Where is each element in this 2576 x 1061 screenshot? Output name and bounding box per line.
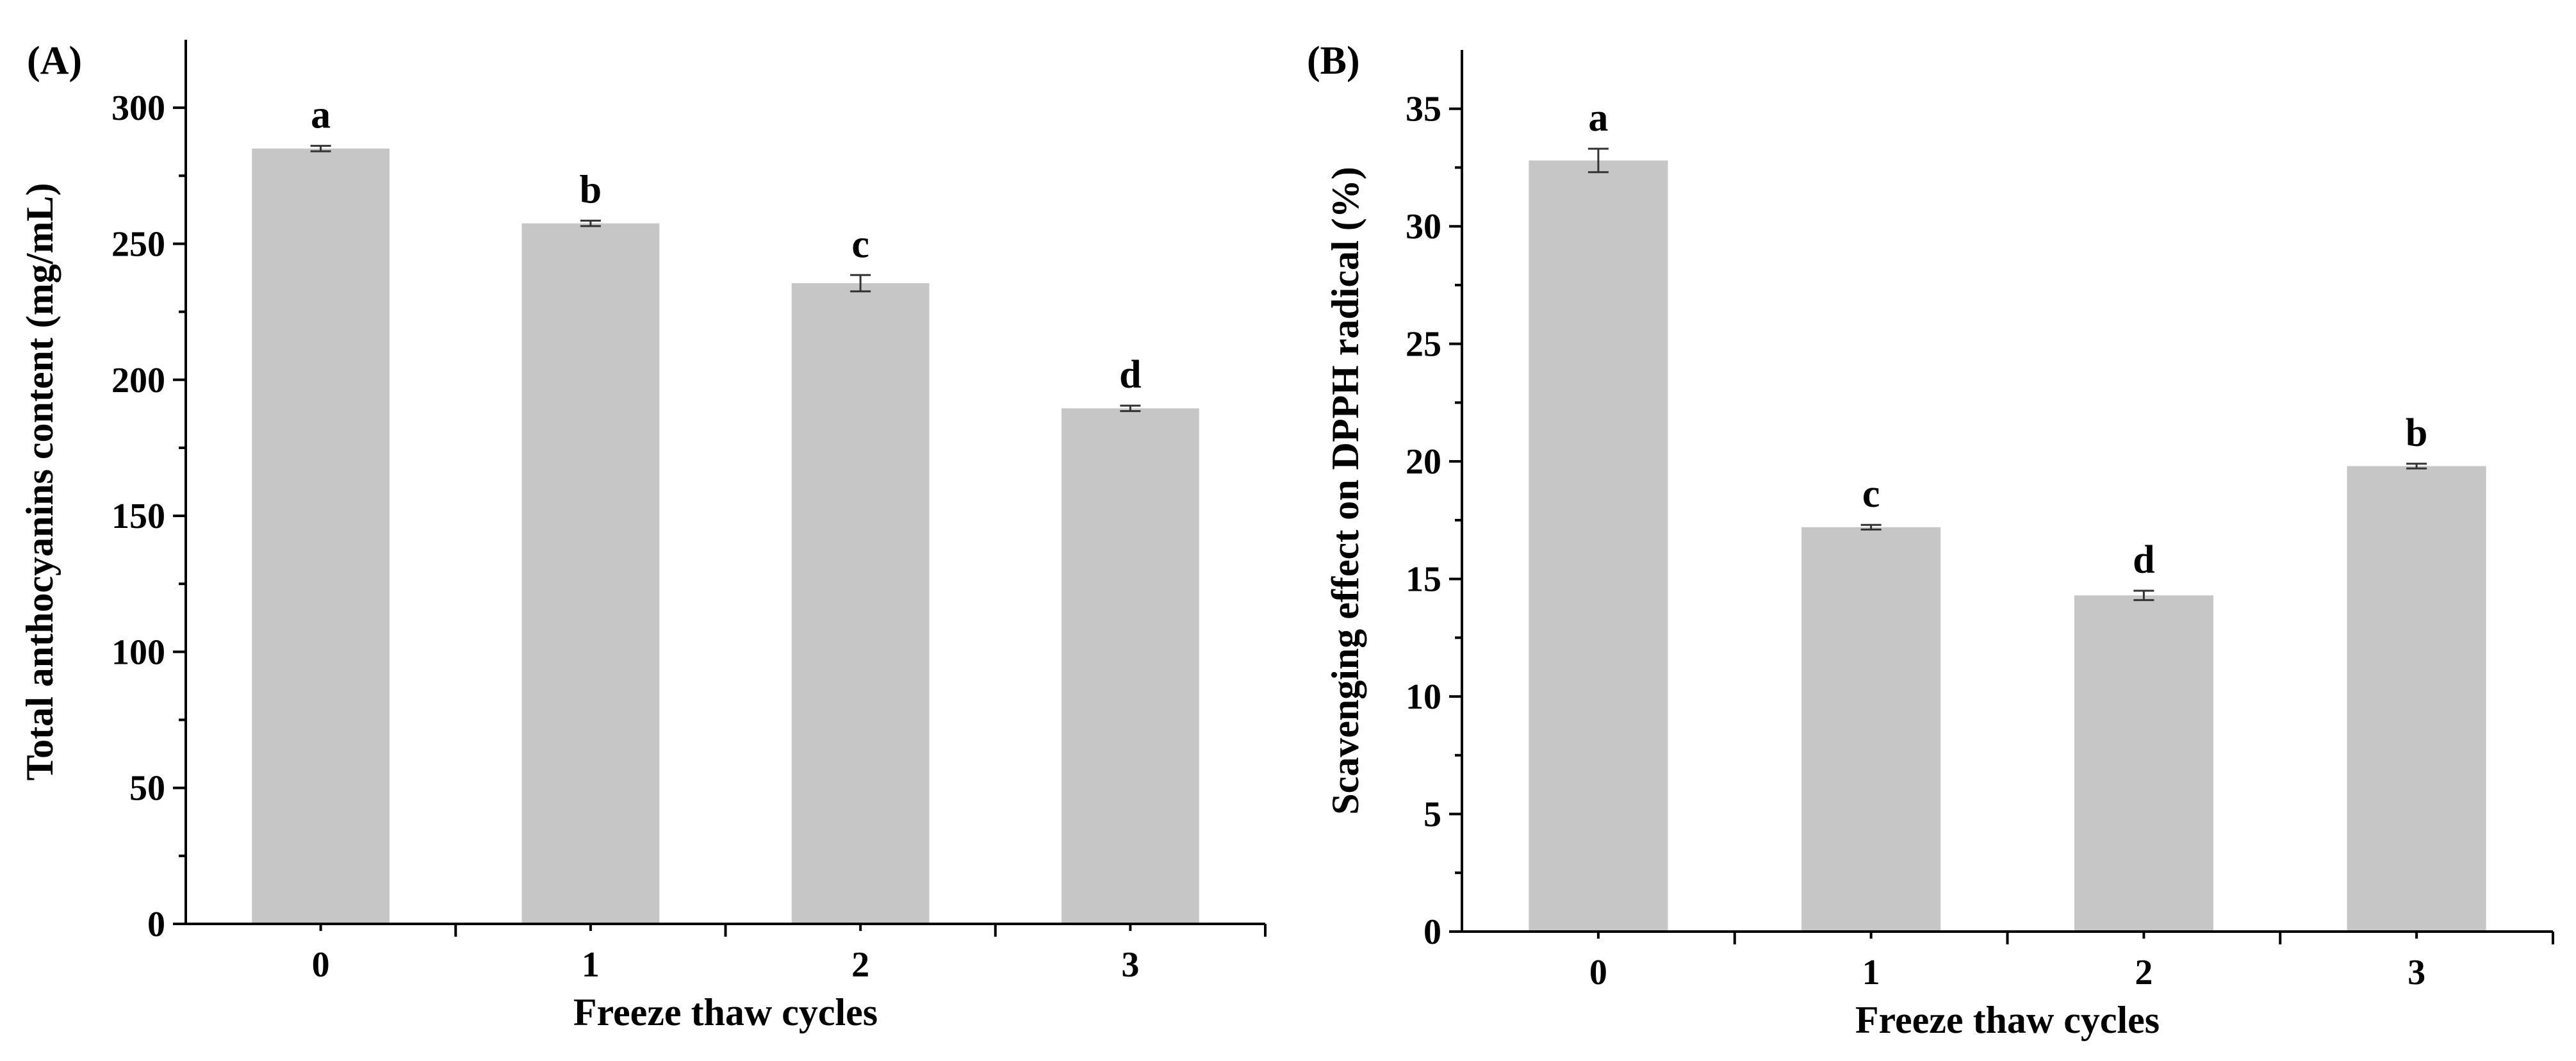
error-bar bbox=[2133, 589, 2154, 602]
error-bar bbox=[1120, 404, 1141, 413]
x-tick-label: 1 bbox=[1862, 953, 1880, 992]
y-tick-label: 20 bbox=[1406, 442, 1441, 482]
significance-label: a bbox=[1588, 96, 1608, 140]
y-tick-label: 30 bbox=[1406, 207, 1441, 247]
chart-panel-b: a c d b 0 5 10 15 20 25 30 35 0 1 2 3 Freeze thaw cycles… bbox=[1307, 39, 2554, 1041]
error-bar bbox=[1587, 147, 1609, 174]
bar bbox=[2074, 595, 2213, 932]
error-bar bbox=[580, 219, 601, 227]
bar bbox=[521, 223, 660, 925]
x-axis-title: Freeze thaw cycles bbox=[1855, 999, 2160, 1041]
y-tick-label: 35 bbox=[1406, 90, 1441, 129]
bar bbox=[1529, 160, 1668, 932]
panel-label: (B) bbox=[1307, 39, 1360, 83]
y-tick-label: 150 bbox=[111, 497, 165, 536]
significance-label: b bbox=[2406, 411, 2427, 455]
x-tick-label: 0 bbox=[1589, 953, 1607, 992]
error-bar bbox=[310, 145, 331, 152]
x-tick-label: 3 bbox=[2408, 953, 2425, 992]
significance-label: c bbox=[1862, 472, 1880, 516]
x-tick-label: 1 bbox=[582, 945, 600, 985]
error-bar bbox=[2406, 463, 2427, 470]
bar bbox=[1061, 408, 1199, 924]
error-bar bbox=[850, 274, 871, 293]
y-axis-title: Total anthocyanins content (mg/mL) bbox=[19, 183, 61, 781]
significance-label: c bbox=[851, 222, 869, 266]
y-tick-label: 100 bbox=[111, 632, 165, 672]
y-tick-label: 5 bbox=[1423, 795, 1441, 835]
x-tick-label: 2 bbox=[851, 945, 869, 985]
panel-label: (A) bbox=[27, 39, 82, 83]
y-axis-title: Scavenging effect on DPPH radical (%) bbox=[1324, 167, 1366, 814]
significance-label: d bbox=[1119, 353, 1141, 397]
y-tick-label: 0 bbox=[1423, 912, 1441, 952]
bar bbox=[2347, 466, 2486, 932]
error-bar bbox=[1860, 523, 1882, 531]
y-tick-label: 0 bbox=[147, 905, 165, 944]
x-tick-label: 3 bbox=[1121, 945, 1139, 985]
bar bbox=[1801, 527, 1941, 932]
y-tick-label: 25 bbox=[1406, 325, 1441, 365]
x-tick-label: 0 bbox=[312, 945, 330, 985]
y-tick-label: 250 bbox=[111, 224, 165, 264]
significance-label: b bbox=[580, 168, 602, 211]
chart-panel-a: a b c d 0 50 100 150 200 250 300 0 1 2 3 Freeze thaw cy… bbox=[19, 39, 1267, 1033]
significance-label: a bbox=[311, 94, 331, 137]
y-tick-label: 15 bbox=[1406, 560, 1441, 600]
x-axis-title: Freeze thaw cycles bbox=[573, 991, 878, 1033]
bar bbox=[252, 148, 390, 924]
bar bbox=[791, 283, 930, 924]
significance-label: d bbox=[2133, 538, 2154, 582]
y-tick-label: 10 bbox=[1406, 677, 1441, 717]
y-tick-label: 50 bbox=[129, 769, 165, 809]
y-tick-label: 200 bbox=[111, 361, 165, 400]
x-tick-label: 2 bbox=[2135, 953, 2153, 992]
y-tick-label: 300 bbox=[111, 88, 165, 128]
